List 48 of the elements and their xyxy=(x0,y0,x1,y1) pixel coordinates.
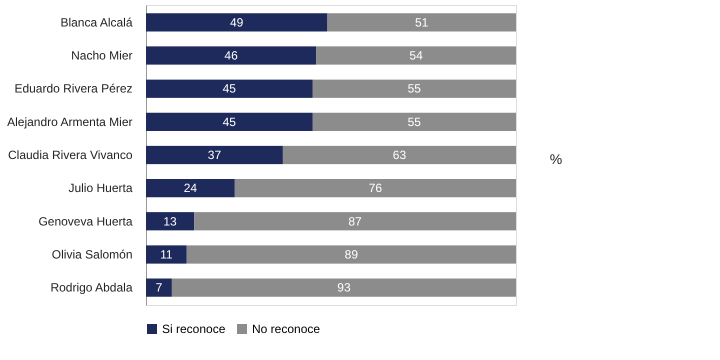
bar xyxy=(186,245,516,264)
data-label: 63 xyxy=(392,148,406,162)
data-label: 76 xyxy=(368,181,382,196)
text: % xyxy=(550,151,562,167)
bar xyxy=(146,46,316,65)
bar xyxy=(146,112,312,131)
data-label: 46 xyxy=(224,48,238,63)
y-tick-label: Rodrigo Abdala xyxy=(50,280,133,295)
bar xyxy=(146,245,187,264)
y-tick-label: Blanca Alcalá xyxy=(60,15,133,30)
y-tick-label: Nacho Mier xyxy=(71,48,132,63)
bar xyxy=(146,146,283,164)
bar xyxy=(146,80,312,98)
legend-label: No reconoce xyxy=(252,322,320,336)
data-label: 13 xyxy=(163,214,178,228)
bar xyxy=(312,112,516,131)
data-label: 89 xyxy=(344,247,358,262)
bar xyxy=(146,179,235,198)
data-label: 11 xyxy=(160,247,173,262)
data-label: 49 xyxy=(230,15,244,30)
data-label: 55 xyxy=(408,82,422,96)
bar xyxy=(194,212,516,230)
data-label: 45 xyxy=(222,114,236,129)
data-label: 54 xyxy=(409,48,424,63)
bar xyxy=(146,212,194,230)
bar xyxy=(282,146,516,164)
y-tick-label: Eduardo Rivera Pérez xyxy=(14,82,132,96)
data-label: 51 xyxy=(414,15,429,30)
bar xyxy=(327,13,516,32)
data-label: 37 xyxy=(208,148,222,162)
bar xyxy=(312,80,516,98)
bar xyxy=(172,278,516,297)
y-tick-label: Genoveva Huerta xyxy=(38,214,133,228)
y-tick-label: Julio Huerta xyxy=(68,181,133,196)
y-tick-label: Olivia Salomón xyxy=(52,247,132,262)
bar xyxy=(234,179,516,198)
data-label: 87 xyxy=(348,214,362,228)
bar xyxy=(146,278,172,297)
y-tick-label: Claudia Rivera Vivanco xyxy=(8,148,133,162)
bar xyxy=(146,13,328,32)
bar xyxy=(316,46,516,65)
data-label: 7 xyxy=(156,280,163,295)
data-label: 45 xyxy=(222,82,236,96)
data-label: 24 xyxy=(184,181,198,196)
data-label: 93 xyxy=(337,280,351,295)
data-label: 55 xyxy=(408,114,422,129)
legend-label: Si reconoce xyxy=(162,322,226,336)
y-tick-label: Alejandro Armenta Mier xyxy=(7,114,133,129)
